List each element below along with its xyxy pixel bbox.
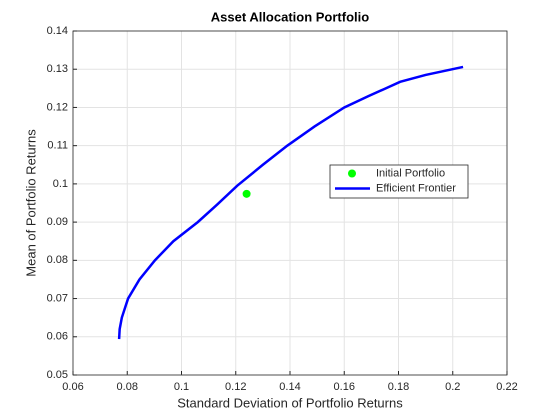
frontier-line [117, 65, 464, 340]
x-tick-label: 0.06 [62, 381, 83, 393]
y-tick-label: 0.13 [47, 63, 68, 75]
y-tick-label: 0.07 [47, 292, 68, 304]
y-tick-label: 0.1 [53, 178, 68, 190]
y-tick-label: 0.11 [47, 140, 68, 152]
y-tick-label: 0.08 [47, 254, 68, 266]
point [242, 189, 251, 198]
y-tick-label: 0.06 [47, 331, 68, 343]
y-tick-label: 0.14 [47, 25, 68, 37]
legend: Initial Portfolio Efficient Frontier [329, 164, 469, 199]
x-axis-label: Standard Deviation of Portfolio Returns [177, 395, 403, 410]
y-axis-label: Mean of Portfolio Returns [23, 129, 38, 277]
y-tick-label: 0.09 [47, 216, 68, 228]
y-tick-label: 0.05 [47, 369, 68, 381]
x-tick-label: 0.22 [496, 381, 517, 393]
legend-label: Initial Portfolio [376, 167, 445, 179]
x-tick-label: 0.16 [334, 381, 355, 393]
x-tick-label: 0.08 [117, 381, 138, 393]
x-tick-label: 0.12 [225, 381, 246, 393]
x-tick-label: 0.14 [279, 381, 300, 393]
legend-marker [348, 169, 356, 178]
x-tick-label: 0.2 [445, 381, 460, 393]
x-tick-label: 0.1 [174, 381, 189, 393]
legend-label: Efficient Frontier [376, 182, 456, 194]
x-tick-label: 0.18 [388, 381, 409, 393]
y-tick-label: 0.12 [47, 101, 68, 113]
chart-title: Asset Allocation Portfolio [211, 9, 369, 24]
plot-frame [72, 30, 508, 376]
